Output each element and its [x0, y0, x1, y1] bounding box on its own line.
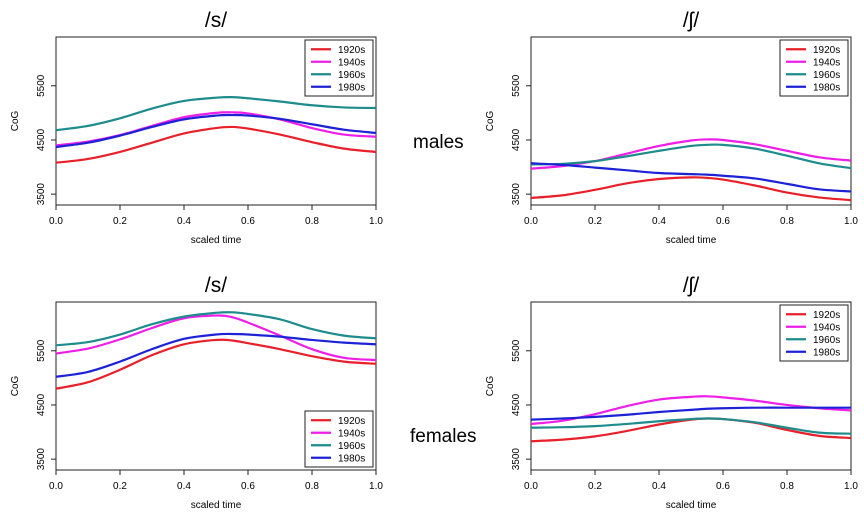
y-tick-label: 4500	[511, 128, 522, 151]
legend-label-1980s: 1980s	[813, 347, 840, 358]
x-tick-label: 1.0	[844, 481, 858, 492]
legend-label-1960s: 1960s	[338, 70, 365, 81]
plot-frame	[530, 301, 852, 471]
series-line-1980s	[55, 113, 377, 149]
series-line-1980s	[530, 406, 851, 421]
series-line-1940s	[55, 314, 377, 362]
legend-label-1920s: 1920s	[813, 310, 840, 321]
x-tick-label: 0.0	[524, 481, 538, 492]
y-tick-label: 3500	[36, 183, 47, 206]
x-tick-label: 0.0	[49, 216, 63, 227]
y-tick-label: 5500	[36, 339, 47, 362]
series-line-1960s	[55, 311, 377, 347]
x-tick-label: 0.8	[305, 481, 319, 492]
x-tick-label: 1.0	[369, 481, 383, 492]
series-line-1980s	[530, 162, 852, 193]
x-axis-label: scaled time	[666, 235, 717, 246]
y-axis-label: CoG	[485, 375, 496, 396]
series-line-1940s	[530, 138, 852, 170]
series-line-1920s	[55, 338, 377, 390]
y-tick-label: 5500	[511, 74, 522, 97]
y-tick-label: 3500	[511, 448, 522, 471]
legend-label-1940s: 1940s	[338, 57, 365, 68]
x-tick-label: 0.4	[177, 481, 191, 492]
x-tick-label: 0.2	[113, 481, 127, 492]
chart-panel-0: /s/0.0 0.2 0.4 0.6 0.8 1.0 3500 4500 5500 scaled …	[10, 9, 383, 246]
legend-label-1980s: 1980s	[338, 82, 365, 93]
chart-title: /s/	[205, 274, 227, 297]
y-axis-label: CoG	[10, 375, 21, 396]
x-tick-label: 0.6	[716, 481, 730, 492]
y-tick-label: 4500	[36, 128, 47, 151]
legend-label-1920s: 1920s	[813, 45, 840, 56]
plot-frame	[55, 301, 377, 471]
y-tick-label: 4500	[511, 393, 522, 416]
legend-label-1920s: 1920s	[338, 45, 365, 56]
x-tick-label: 0.6	[241, 216, 255, 227]
y-tick-label: 3500	[511, 183, 522, 206]
x-tick-label: 1.0	[844, 216, 858, 227]
chart-title: /ʃ/	[683, 9, 700, 32]
x-tick-label: 0.8	[305, 216, 319, 227]
legend-label-1940s: 1940s	[813, 57, 840, 68]
plot-frame	[55, 36, 377, 206]
x-axis-label: scaled time	[666, 500, 717, 511]
x-tick-label: 0.2	[588, 216, 602, 227]
x-axis-label: scaled time	[191, 500, 242, 511]
x-tick-label: 0.2	[113, 216, 127, 227]
series-line-1960s	[530, 143, 852, 170]
legend-label-1980s: 1980s	[813, 82, 840, 93]
series-line-1960s	[55, 96, 377, 132]
x-tick-label: 0.6	[716, 216, 730, 227]
x-tick-label: 0.4	[652, 216, 666, 227]
chart-panel-1: /ʃ/0.0 0.2 0.4 0.6 0.8 1.0 3500 4500 5500 scaled …	[485, 9, 858, 246]
series-line-1940s	[530, 395, 852, 426]
chart-title: /s/	[205, 9, 227, 32]
x-tick-label: 0.8	[780, 481, 794, 492]
series-line-1980s	[55, 332, 377, 378]
y-tick-label: 3500	[36, 448, 47, 471]
series-line-1920s	[55, 125, 377, 164]
row-label-males: males	[413, 132, 464, 153]
chart-panel-2: /s/0.0 0.2 0.4 0.6 0.8 1.0 3500 4500 5500 scaled …	[10, 274, 383, 511]
series-line-1920s	[530, 176, 852, 202]
legend-label-1920s: 1920s	[338, 416, 365, 427]
legend-label-1960s: 1960s	[338, 441, 365, 452]
y-axis-label: CoG	[10, 110, 21, 131]
chart-panel-3: /ʃ/0.0 0.2 0.4 0.6 0.8 1.0 3500 4500 5500 scaled …	[485, 274, 858, 511]
row-label-females: females	[410, 426, 477, 447]
x-tick-label: 0.4	[177, 216, 191, 227]
y-tick-label: 5500	[511, 339, 522, 362]
series-line-1960s	[530, 417, 852, 435]
legend-label-1980s: 1980s	[338, 453, 365, 464]
x-axis-label: scaled time	[191, 235, 242, 246]
y-axis-label: CoG	[485, 110, 496, 131]
x-tick-label: 0.8	[780, 216, 794, 227]
legend-label-1940s: 1940s	[813, 322, 840, 333]
x-tick-label: 0.0	[49, 481, 63, 492]
x-tick-label: 0.0	[524, 216, 538, 227]
x-tick-label: 0.4	[652, 481, 666, 492]
legend-label-1960s: 1960s	[813, 70, 840, 81]
y-tick-label: 4500	[36, 393, 47, 416]
y-tick-label: 5500	[36, 74, 47, 97]
x-tick-label: 0.6	[241, 481, 255, 492]
legend-label-1940s: 1940s	[338, 428, 365, 439]
x-tick-label: 0.2	[588, 481, 602, 492]
x-tick-label: 1.0	[369, 216, 383, 227]
legend-label-1960s: 1960s	[813, 335, 840, 346]
chart-title: /ʃ/	[683, 274, 700, 297]
plot-frame	[530, 36, 852, 206]
